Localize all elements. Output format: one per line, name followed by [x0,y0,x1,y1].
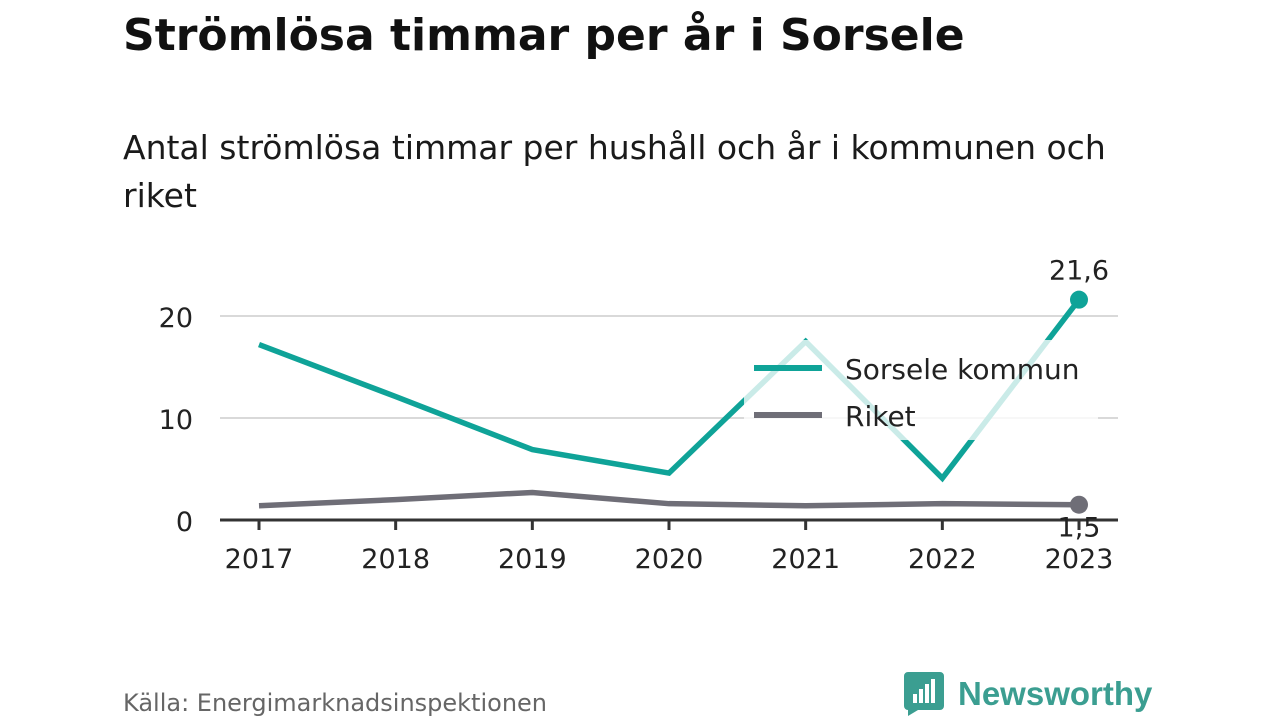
x-tick-label: 2022 [908,544,977,575]
x-tick-label: 2017 [225,544,294,575]
series-lines [258,290,1088,514]
y-tick-label: 10 [159,405,193,436]
chart-title: Strömlösa timmar per år i Sorsele [123,10,965,61]
x-tick-label: 2023 [1045,544,1114,575]
y-tick-label: 0 [176,507,193,538]
x-axis: 2017 2018 2019 2020 2021 2022 2023 [220,518,1118,575]
series-line-riket [258,489,1080,509]
brand-name: Newsworthy [958,675,1153,712]
legend: Sorsele kommun Riket [744,340,1098,440]
x-tick-label: 2021 [771,544,840,575]
x-tick-label: 2020 [635,544,704,575]
source-note: Källa: Energimarknadsinspektionen [123,689,548,717]
x-tick-label: 2018 [361,544,430,575]
end-label-riket: 1,5 [1058,513,1101,544]
legend-label: Riket [845,400,916,433]
y-tick-label: 20 [159,303,193,334]
series-line-sorsele [258,298,1082,483]
x-tick-label: 2019 [498,544,567,575]
end-label-sorsele: 21,6 [1049,256,1109,287]
end-marker-sorsele [1070,290,1088,309]
end-labels: 21,6 1,5 [1049,256,1109,544]
chart-subtitle: Antal strömlösa timmar per hushåll och å… [123,128,1106,215]
bar-chart-icon [904,672,944,716]
legend-background [744,340,1098,440]
legend-label: Sorsele kommun [845,353,1080,386]
y-axis-ticks: 0 10 20 [159,303,193,538]
end-marker-riket [1070,495,1088,514]
brand-logo: Newsworthy [904,672,1152,716]
